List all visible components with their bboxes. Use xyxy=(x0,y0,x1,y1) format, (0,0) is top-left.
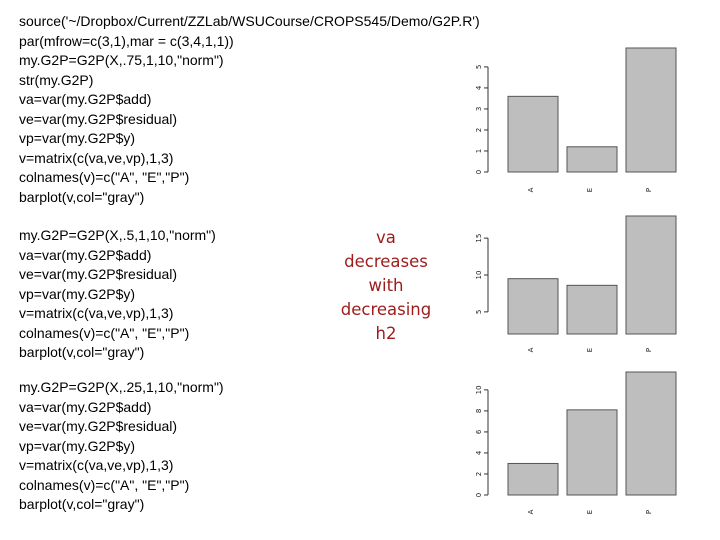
code-line: ve=var(my.G2P$residual) xyxy=(19,110,178,127)
y-tick-label: 4 xyxy=(475,450,483,455)
y-tick-label: 15 xyxy=(475,234,483,243)
code-line: barplot(v,col="gray") xyxy=(19,496,145,512)
code-line: ve=var(my.G2P$residual) xyxy=(19,418,178,434)
code-line: va=var(my.G2P$add) xyxy=(19,246,152,263)
y-tick-label: 5 xyxy=(475,310,483,314)
code-line: my.G2P=G2P(X,.75,1,10,"norm") xyxy=(19,52,224,68)
y-tick-label: 3 xyxy=(475,107,483,111)
code-block-1: source('~/Dropbox/Current/ZZLab/WSUCours… xyxy=(19,12,480,207)
bar-P xyxy=(625,371,677,496)
y-tick-label: 2 xyxy=(475,472,483,476)
bar-E xyxy=(566,284,618,335)
code-line: colnames(v)=c("A", "E","P") xyxy=(19,476,190,493)
code-line: vp=var(my.G2P$y) xyxy=(19,437,136,454)
bar-A xyxy=(507,278,559,335)
y-tick-label: 8 xyxy=(475,409,483,413)
y-tick-label: 0 xyxy=(475,493,483,497)
category-label: E xyxy=(586,348,594,352)
y-tick-label: 0 xyxy=(475,170,483,174)
bar-P xyxy=(625,47,677,173)
code-line: vp=var(my.G2P$y) xyxy=(19,130,136,146)
bar-P xyxy=(625,215,677,335)
code-line: source('~/Dropbox/Current/ZZLab/WSUCours… xyxy=(19,13,480,29)
code-block-2: my.G2P=G2P(X,.5,1,10,"norm") va=var(my.G2… xyxy=(19,226,216,363)
category-label: A xyxy=(527,187,535,192)
code-line: v=matrix(c(va,ve,vp),1,3) xyxy=(19,149,174,166)
code-line: barplot(v,col="gray") xyxy=(19,188,145,205)
note-line: with xyxy=(368,276,404,295)
code-line: my.G2P=G2P(X,.25,1,10,"norm") xyxy=(19,379,224,395)
y-tick-label: 1 xyxy=(475,149,483,153)
note-line: h2 xyxy=(375,324,397,343)
y-tick-label: 10 xyxy=(475,385,483,394)
code-line: v=matrix(c(va,ve,vp),1,3) xyxy=(19,305,174,321)
category-label: E xyxy=(586,188,594,192)
category-label: A xyxy=(527,509,535,514)
code-line: colnames(v)=c("A", "E","P") xyxy=(19,324,190,341)
category-label: P xyxy=(645,348,653,352)
category-label: A xyxy=(527,347,535,352)
code-line: colnames(v)=c("A", "E","P") xyxy=(19,169,190,185)
bar-E xyxy=(566,146,618,173)
bar-A xyxy=(507,95,559,173)
category-label: E xyxy=(586,510,594,514)
y-tick-label: 5 xyxy=(475,65,483,69)
code-line: v=matrix(c(va,ve,vp),1,3) xyxy=(19,457,174,473)
y-tick-label: 2 xyxy=(475,128,483,132)
annotation-note: va decreases with decreasing h2 xyxy=(330,226,442,346)
barplot-3: 0 2 4 6 8 10 A E P xyxy=(475,371,677,514)
y-tick-label: 10 xyxy=(475,271,483,280)
barplot-2: 5 10 15 A E P xyxy=(475,215,677,352)
note-line: decreases xyxy=(344,252,428,271)
barplot-1: 0 1 2 3 4 5 A E P xyxy=(475,47,677,192)
note-line: va xyxy=(376,228,396,247)
y-tick-label: 6 xyxy=(475,429,483,434)
note-line: decreasing xyxy=(340,300,432,319)
code-line: barplot(v,col="gray") xyxy=(19,344,145,360)
y-tick-label: 4 xyxy=(475,85,483,90)
code-line: str(my.G2P) xyxy=(19,71,94,88)
code-line: va=var(my.G2P$add) xyxy=(19,91,152,107)
bar-A xyxy=(507,462,559,496)
code-line: my.G2P=G2P(X,.5,1,10,"norm") xyxy=(19,227,216,243)
code-line: par(mfrow=c(3,1),mar = c(3,4,1,1)) xyxy=(19,32,234,49)
category-label: P xyxy=(645,510,653,514)
code-line: va=var(my.G2P$add) xyxy=(19,398,152,415)
code-block-3: my.G2P=G2P(X,.25,1,10,"norm") va=var(my.G… xyxy=(19,378,224,515)
category-label: P xyxy=(645,188,653,192)
bar-E xyxy=(566,409,618,496)
code-line: vp=var(my.G2P$y) xyxy=(19,285,136,302)
code-line: ve=var(my.G2P$residual) xyxy=(19,266,178,282)
